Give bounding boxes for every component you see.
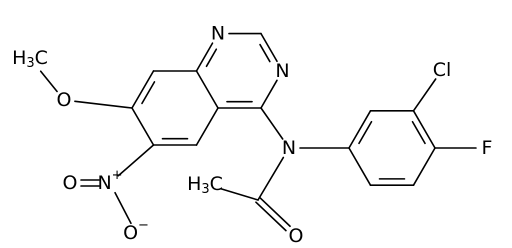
atom-label: O [289,225,304,247]
label-part: H [187,173,201,195]
atom-label: N [282,137,296,159]
bond [259,197,291,228]
bond [205,48,218,68]
charge: + [112,168,123,183]
bond [131,70,155,109]
atom-label: O− [123,218,149,245]
bond [220,188,259,201]
element: O [63,172,78,194]
element: Cl [433,59,452,81]
bond [255,201,287,232]
label-part: C [35,47,48,69]
atom-label: N+ [97,168,122,195]
bond [348,147,372,186]
atom-label: O [57,89,72,111]
element: O [123,222,138,244]
element: F [482,137,493,159]
bond [411,120,426,145]
bond [195,42,214,72]
bond [131,107,155,146]
bond [141,81,156,105]
bond [257,156,285,201]
bond [412,78,437,112]
bond [117,144,155,177]
atom-label: Cl [433,59,452,81]
element: O [289,225,304,247]
bond [74,100,133,109]
bond [260,32,278,63]
label-part: C [210,173,223,195]
label-part: 3 [26,56,34,71]
label-part: 3 [201,182,209,197]
bond [114,191,132,225]
bond [348,110,372,149]
element: N [211,23,225,45]
atom-label: H3C [12,47,48,71]
atom-label: F [482,137,493,159]
bond [412,110,436,149]
atom-label: N [275,60,289,82]
atom-label: H3C [187,173,223,197]
element: N [97,172,111,194]
bond [358,120,373,145]
bond [195,107,219,146]
bond [412,147,436,186]
bond [259,43,271,63]
element: N [275,60,289,82]
charge: − [138,218,149,233]
bond [39,70,58,93]
atom-label: N [211,23,225,45]
label-part: H [12,47,26,69]
atom-label: O [63,172,78,194]
element: N [282,137,296,159]
bond [260,79,278,109]
bond [195,70,219,109]
element: O [57,89,72,111]
bond [260,107,284,140]
